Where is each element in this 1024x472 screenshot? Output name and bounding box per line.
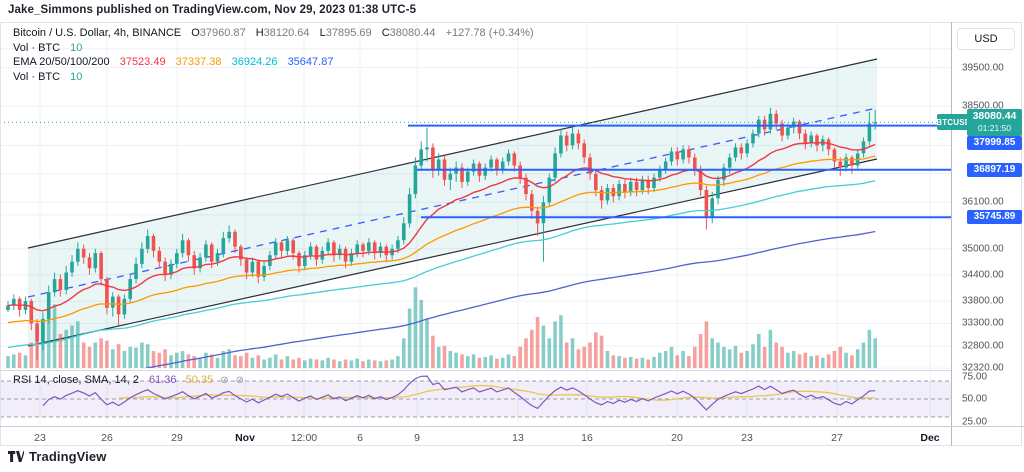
brand-footer[interactable]: TradingView (8, 449, 106, 464)
rsi-pane-layer (0, 375, 951, 418)
rsi-label: RSI 14, close, SMA, 14, 2 (13, 374, 139, 386)
eye-icon[interactable]: ⊘ (220, 375, 229, 386)
ohlc-close-key: C (381, 27, 390, 39)
candles-layer (6, 107, 877, 360)
ema-lines-layer (7, 141, 876, 368)
ema50-value: 37337.38 (175, 56, 222, 68)
legend: Bitcoin / U.S. Dollar, 4h, BINANCE O3796… (13, 26, 534, 84)
tradingview-logo-icon (8, 451, 24, 462)
ohlc-open-value: 37960.87 (199, 27, 246, 39)
level-price-label-3: 35745.89 (967, 210, 1022, 225)
volume-legend-row[interactable]: Vol · BTC 10 (13, 41, 534, 56)
ohlc-close-value: 38080.44 (389, 27, 436, 39)
rsi-value: 61.36 (149, 374, 177, 386)
publish-header: Jake_Simmons published on TradingView.co… (8, 4, 417, 16)
last-price-label: 38080.44 01:21:50 (967, 109, 1022, 137)
ema20-value: 37523.49 (119, 56, 166, 68)
ohlc-open-key: O (191, 27, 200, 39)
ema200-value: 35647.87 (287, 56, 334, 68)
volume-value: 10 (70, 41, 83, 54)
price-tick: 33300.00 (962, 317, 1004, 329)
volume-label-2: Vol · BTC (13, 70, 61, 83)
bar-countdown: 01:21:50 (977, 123, 1012, 134)
volume-legend-row-2[interactable]: Vol · BTC 10 (13, 70, 534, 85)
time-tick: Dec (920, 432, 940, 444)
time-tick: 6 (357, 432, 363, 444)
level-price-label-2: 36897.19 (967, 162, 1022, 177)
time-tick: 26 (101, 432, 113, 444)
price-tick: 38500.00 (962, 100, 1004, 112)
time-tick: 23 (741, 432, 753, 444)
price-tick: 36100.00 (962, 196, 1004, 208)
symbol-marker-label: BTCUSD (936, 114, 971, 131)
price-tick: 32320.00 (962, 362, 1004, 374)
time-tick: 13 (512, 432, 524, 444)
pane-divider[interactable] (0, 370, 951, 371)
time-tick: 16 (581, 432, 593, 444)
price-tick: 34400.00 (962, 269, 1004, 281)
rsi-tick: 50.00 (962, 393, 988, 405)
price-tick: 39500.00 (962, 62, 1004, 74)
rsi-tick: 75.00 (962, 371, 988, 382)
ohlc-high-value: 38120.64 (263, 27, 310, 39)
bar-change-value: +127.78 (+0.34%) (445, 27, 534, 39)
currency-usd-button[interactable]: USD (957, 28, 1015, 50)
time-axis-separator (0, 426, 1024, 427)
rsi-ma-value: 50.35 (185, 374, 214, 386)
time-tick: Nov (235, 432, 255, 444)
volume-value-2: 10 (70, 70, 83, 83)
ohlc-low-key: L (319, 27, 326, 39)
ema100-value: 36924.26 (231, 56, 278, 68)
ohlc-low-value: 37895.69 (325, 27, 372, 39)
more-options-icon[interactable]: ⊘ (235, 375, 245, 386)
price-tick: 35000.00 (962, 243, 1004, 255)
ema-legend-row[interactable]: EMA 20/50/100/200 37523.49 37337.38 3692… (13, 55, 534, 70)
price-tick: 32800.00 (962, 340, 1004, 352)
symbol-legend-row[interactable]: Bitcoin / U.S. Dollar, 4h, BINANCE O3796… (13, 26, 534, 41)
time-tick: 29 (171, 432, 183, 444)
rsi-tick: 25.00 (962, 416, 988, 427)
price-tick: 33800.00 (962, 295, 1004, 307)
rsi-legend-row[interactable]: RSI 14, close, SMA, 14, 2 61.36 50.35 ⊘ … (13, 374, 244, 386)
volume-label: Vol · BTC (13, 41, 61, 54)
support-resistance-rays[interactable] (408, 124, 951, 219)
last-price-value: 38080.44 (972, 110, 1017, 123)
time-tick: 20 (671, 432, 683, 444)
level-price-label-1: 37999.85 (967, 136, 1022, 151)
time-tick: 27 (831, 432, 843, 444)
price-scale-separator[interactable] (951, 22, 952, 446)
ohlc-high-key: H (255, 27, 264, 39)
time-tick: 9 (414, 432, 420, 444)
time-tick: 12:00 (290, 432, 318, 444)
ema-label: EMA 20/50/100/200 (13, 56, 110, 68)
brand-name: TradingView (29, 449, 107, 464)
time-tick: 23 (34, 432, 46, 444)
symbol-title: Bitcoin / U.S. Dollar, 4h, BINANCE (13, 27, 182, 39)
